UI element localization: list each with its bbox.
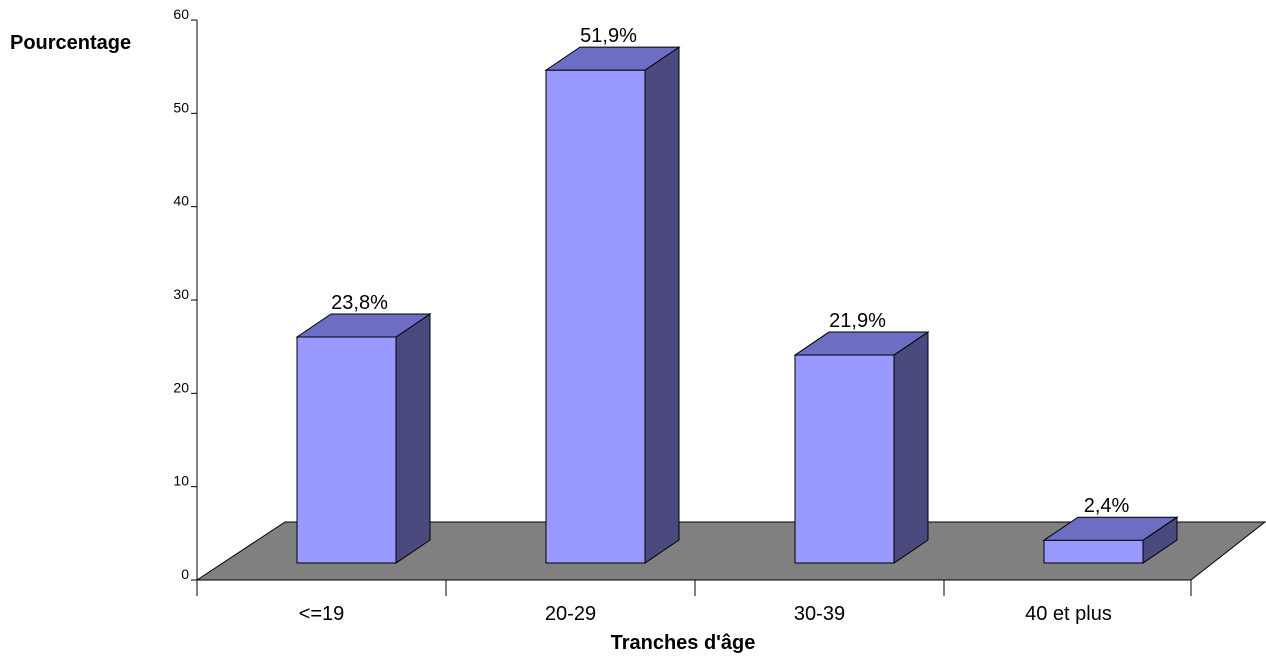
x-tick-label: <=19 (299, 603, 345, 625)
y-tick-label: 50 (173, 99, 189, 115)
y-tick-label: 60 (173, 6, 189, 22)
data-label: 21,9% (829, 310, 886, 332)
bar (544, 46, 681, 564)
y-tick-label: 0 (181, 566, 189, 582)
bar-top (295, 313, 432, 338)
x-axis-title: Tranches d'âge (610, 632, 756, 654)
bar (793, 331, 930, 564)
bars (295, 46, 1179, 564)
bar-top (544, 46, 681, 71)
data-label: 51,9% (580, 25, 637, 47)
bar-side (644, 46, 680, 564)
bar-front (1043, 539, 1144, 564)
bar-side (893, 331, 929, 564)
x-tick-label: 20-29 (545, 603, 596, 625)
bar-front (296, 336, 397, 564)
x-tick-label: 30-39 (794, 603, 845, 625)
y-axis-title: Pourcentage (10, 32, 132, 54)
y-tick-label: 20 (173, 379, 189, 395)
y-tick-label: 40 (173, 193, 189, 209)
data-label: 23,8% (331, 292, 388, 314)
x-tick-label: 40 et plus (1025, 603, 1112, 625)
bar-top (1042, 516, 1179, 541)
y-tick-label: 10 (173, 473, 189, 489)
bar (1042, 516, 1179, 564)
bar-front (794, 354, 895, 564)
data-label: 2,4% (1084, 495, 1130, 517)
x-axis: <=19 20-29 30-39 40 et plus (196, 579, 1192, 625)
bar-front (545, 69, 646, 564)
bar-top (793, 331, 930, 356)
y-tick-label: 30 (173, 286, 189, 302)
bar (295, 313, 432, 564)
y-axis: 0 10 20 30 40 50 60 (173, 6, 198, 582)
bar-side (395, 313, 431, 564)
data-labels: 23,8% 51,9% 21,9% 2,4% (331, 25, 1129, 517)
